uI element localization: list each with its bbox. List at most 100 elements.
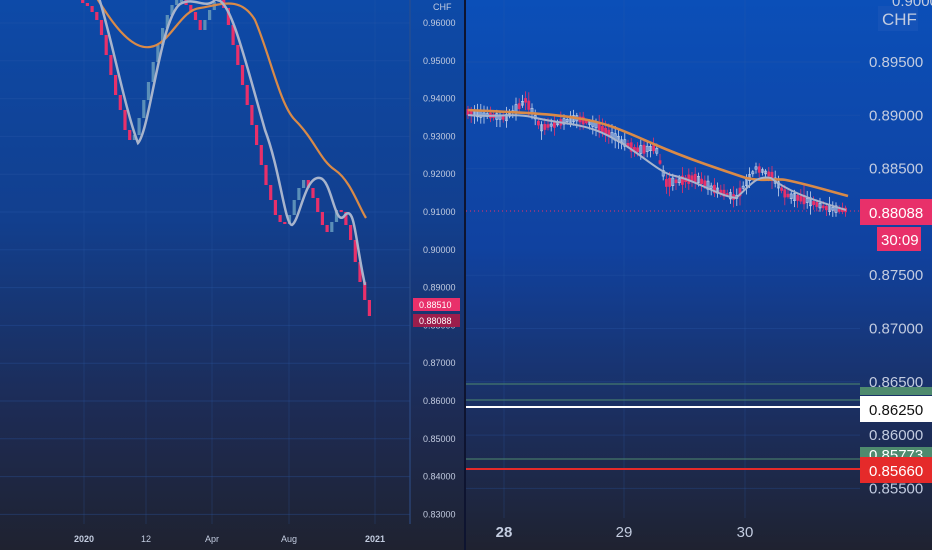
currency-label: CHF	[433, 2, 452, 12]
candle	[325, 225, 329, 232]
svg-text:0.88088: 0.88088	[869, 205, 923, 222]
price-tick: 0.86000	[869, 427, 923, 444]
candle	[466, 108, 470, 116]
svg-text:0.85660: 0.85660	[869, 463, 923, 480]
candle	[137, 118, 141, 135]
moving-average-slow	[467, 108, 849, 198]
candle	[652, 145, 656, 152]
weekly-chart-pane[interactable]: CHF 0.96000 0.95000 0.94000 0.93000 0.92000 0…	[0, 0, 464, 550]
candle	[128, 130, 132, 140]
candle	[349, 225, 353, 240]
candle	[297, 188, 301, 200]
intraday-chart-canvas[interactable]: 0.90000 CHF 0.89500 0.89000 0.88500 0.87500…	[466, 0, 932, 550]
price-tick: 0.89000	[423, 283, 456, 293]
candle	[760, 169, 764, 173]
candle	[741, 185, 745, 189]
last-price-label: 0.88088	[413, 314, 460, 327]
candle	[527, 100, 531, 110]
candle	[339, 210, 343, 212]
candle	[722, 189, 726, 197]
candle	[193, 12, 198, 20]
price-tick: 0.91000	[423, 207, 456, 217]
level-green-tab-upper	[860, 387, 932, 395]
candle	[700, 178, 704, 184]
currency-label: CHF	[882, 10, 917, 29]
candle	[344, 212, 348, 225]
candle	[799, 195, 803, 202]
candle	[658, 160, 662, 164]
candles	[466, 91, 848, 217]
candle	[754, 166, 758, 170]
price-tick: 0.94000	[423, 94, 456, 104]
candle	[264, 165, 268, 185]
price-tick: 0.84000	[423, 472, 456, 482]
moving-average-slow	[96, 0, 367, 219]
candle	[623, 139, 627, 147]
candle	[805, 198, 809, 203]
candle	[320, 212, 324, 225]
candle	[81, 0, 85, 3]
candle	[834, 205, 838, 213]
pane-divider[interactable]	[464, 0, 466, 550]
candle	[85, 3, 89, 6]
time-tick: 29	[616, 524, 633, 541]
candle	[767, 171, 771, 177]
intraday-chart-pane[interactable]: 0.90000 CHF 0.89500 0.89000 0.88500 0.87500…	[466, 0, 932, 550]
candle	[226, 8, 230, 25]
candle	[156, 45, 160, 62]
candle	[269, 185, 273, 200]
candle	[604, 127, 608, 135]
candle	[565, 118, 569, 123]
price-tick: 0.86500	[869, 374, 923, 391]
time-axis[interactable]: 28 29 30	[496, 524, 754, 541]
candle	[311, 188, 315, 198]
candle	[543, 124, 547, 130]
candle	[709, 185, 713, 189]
candle	[642, 144, 646, 154]
candle	[203, 20, 207, 30]
time-tick: 2021	[365, 534, 385, 544]
candle	[170, 5, 174, 15]
candle	[179, 0, 183, 2]
candle	[273, 200, 277, 215]
candle	[240, 65, 245, 85]
prev-close-label: 0.88510	[413, 298, 460, 311]
last-price-label: 0.88088	[860, 199, 932, 225]
candle	[681, 175, 684, 185]
candle	[283, 222, 287, 224]
candle	[668, 177, 672, 187]
price-tick: 0.83000	[423, 509, 456, 519]
candle	[792, 193, 796, 201]
svg-text:0.88510: 0.88510	[419, 300, 452, 310]
level-red-label[interactable]: 0.85660	[860, 457, 932, 483]
candle	[636, 147, 640, 153]
price-axis[interactable]: 0.90000 CHF 0.89500 0.89000 0.88500 0.87500…	[869, 0, 932, 497]
candle	[674, 179, 678, 184]
weekly-chart-canvas[interactable]: CHF 0.96000 0.95000 0.94000 0.93000 0.92000 0…	[0, 0, 464, 550]
candle	[786, 193, 790, 198]
candle	[104, 35, 108, 55]
candle	[278, 215, 282, 222]
price-tick: 0.85000	[423, 434, 456, 444]
price-axis[interactable]: CHF 0.96000 0.95000 0.94000 0.93000 0.92000 0…	[423, 2, 456, 519]
candle	[302, 180, 306, 188]
price-tick: 0.87000	[869, 321, 923, 338]
candle	[671, 177, 675, 186]
candle	[330, 222, 334, 232]
candle	[783, 189, 787, 198]
candle	[824, 205, 828, 211]
level-white-label[interactable]: 0.86250	[860, 396, 932, 422]
currency-box[interactable]	[878, 6, 918, 31]
candle	[562, 118, 566, 125]
candle	[780, 187, 784, 191]
candle	[146, 82, 151, 100]
candle	[789, 193, 793, 199]
svg-text:0.88088: 0.88088	[419, 316, 452, 326]
time-axis[interactable]: 2020 12 Apr Aug 2021	[74, 534, 385, 544]
candle	[189, 5, 193, 12]
candle	[540, 124, 544, 132]
candle	[259, 145, 263, 165]
grid	[0, 0, 410, 524]
candle	[537, 120, 540, 126]
price-tick: 0.90000	[423, 245, 456, 255]
